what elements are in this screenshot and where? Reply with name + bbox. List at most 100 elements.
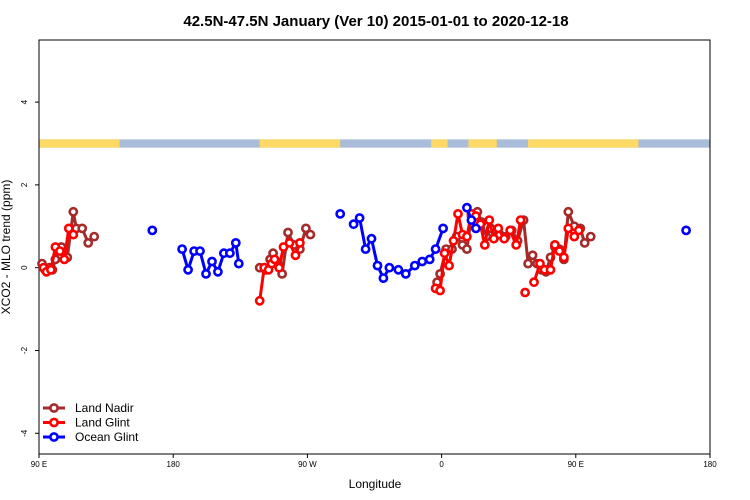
data-point xyxy=(201,268,211,279)
x-tick-label: 180 xyxy=(703,460,717,469)
data-point xyxy=(545,264,556,275)
data-point xyxy=(520,287,530,298)
data-point xyxy=(63,223,74,234)
y-axis: -4 -2 0 2 4 xyxy=(20,99,39,437)
x-tick-label: 0 xyxy=(439,460,444,469)
series-ocean-glint xyxy=(147,202,691,283)
legend-marker xyxy=(49,417,59,428)
data-point xyxy=(393,264,404,275)
data-point xyxy=(470,223,481,234)
y-tick-label: -4 xyxy=(20,429,29,437)
series-layer xyxy=(37,202,691,306)
data-point xyxy=(573,225,584,236)
x-tick-label: 90 E xyxy=(568,460,584,469)
legend-label: Ocean Glint xyxy=(75,430,139,444)
data-point xyxy=(559,252,569,263)
data-point xyxy=(554,246,565,256)
x-axis-label: Longitude xyxy=(349,477,402,491)
legend-label: Land Glint xyxy=(75,416,130,430)
data-point xyxy=(439,248,450,259)
data-point xyxy=(448,235,459,246)
data-point xyxy=(300,223,311,234)
data-point xyxy=(230,237,241,248)
data-point xyxy=(68,206,79,217)
data-point xyxy=(147,225,158,236)
data-point xyxy=(535,258,545,269)
legend-marker xyxy=(49,403,59,413)
x-tick-label: 90 W xyxy=(298,460,317,469)
data-point xyxy=(384,262,395,273)
data-point xyxy=(527,250,538,261)
data-point xyxy=(499,233,510,244)
data-point xyxy=(563,206,574,217)
data-point xyxy=(89,231,100,242)
data-point xyxy=(424,254,435,265)
data-point xyxy=(435,285,445,296)
x-tick-label: 180 xyxy=(167,460,181,469)
data-point xyxy=(254,295,265,306)
data-point xyxy=(479,239,490,250)
y-tick-label: 2 xyxy=(20,182,29,187)
data-point xyxy=(515,215,526,225)
data-point xyxy=(283,227,293,238)
data-point xyxy=(354,213,365,223)
data-point xyxy=(294,237,305,248)
land-band-segment xyxy=(431,139,448,148)
data-point xyxy=(523,258,533,269)
data-point xyxy=(366,233,377,244)
legend-marker xyxy=(49,432,59,442)
y-tick-label: 0 xyxy=(20,265,29,270)
x-axis: 90 E 180 90 W 0 90 E 180 xyxy=(31,454,717,469)
chart-title: 42.5N-47.5N January (Ver 10) 2015-01-01 … xyxy=(183,13,568,30)
y-tick-label: -2 xyxy=(20,346,29,354)
data-point xyxy=(212,266,223,277)
data-point xyxy=(438,223,448,234)
data-point xyxy=(400,268,411,279)
surface-band xyxy=(39,139,710,148)
series-land-nadir xyxy=(37,206,596,288)
data-point xyxy=(269,254,280,265)
series-land-glint xyxy=(38,208,584,306)
data-point xyxy=(511,239,522,250)
data-point xyxy=(493,223,504,234)
data-point xyxy=(444,260,454,271)
data-point xyxy=(195,246,205,256)
data-point xyxy=(335,208,346,219)
data-point xyxy=(59,254,70,265)
data-point xyxy=(563,223,574,234)
data-point xyxy=(505,225,516,236)
data-point xyxy=(550,239,560,250)
data-point xyxy=(569,231,580,242)
data-point xyxy=(77,223,88,234)
data-point xyxy=(488,233,499,244)
data-point xyxy=(409,260,420,271)
data-point xyxy=(461,231,472,242)
data-point xyxy=(83,237,94,248)
data-point xyxy=(466,215,477,225)
land-band-segment xyxy=(259,139,341,148)
data-point xyxy=(453,208,463,219)
data-point xyxy=(207,256,217,267)
ocean-band xyxy=(39,139,710,148)
land-band-segment xyxy=(468,139,497,148)
legend-label: Land Nadir xyxy=(75,401,134,415)
data-point xyxy=(177,244,187,254)
data-point xyxy=(681,225,691,236)
data-point xyxy=(55,246,65,256)
data-point xyxy=(372,260,383,271)
y-axis-label: XCO2 - MLO trend (ppm) xyxy=(0,180,13,315)
data-point xyxy=(461,202,472,213)
data-point xyxy=(348,219,359,230)
land-band-segment xyxy=(39,139,120,148)
y-tick-label: 4 xyxy=(20,99,29,104)
data-point xyxy=(484,215,495,225)
data-point xyxy=(68,229,79,240)
data-point xyxy=(233,258,244,269)
data-point xyxy=(417,256,428,267)
data-point xyxy=(585,231,596,242)
data-point xyxy=(378,273,389,283)
data-point xyxy=(305,229,316,240)
data-point xyxy=(360,244,371,254)
data-point xyxy=(183,264,193,275)
